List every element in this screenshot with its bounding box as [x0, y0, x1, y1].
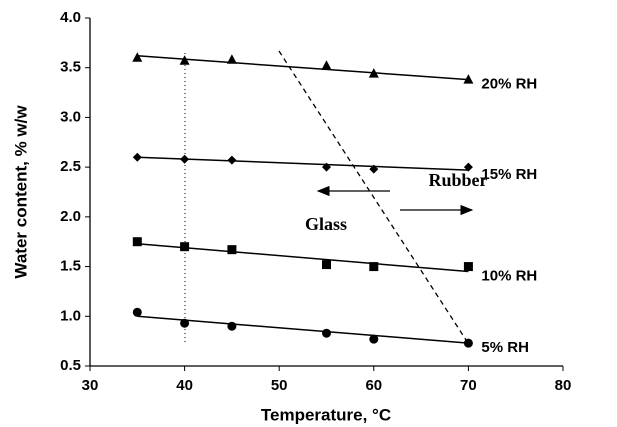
- annotation: Glass: [305, 214, 347, 234]
- y-axis-label: Water content, % w/w: [11, 105, 30, 279]
- point: [321, 60, 332, 70]
- point: [368, 68, 379, 78]
- y-tick-label: 0.5: [60, 357, 81, 374]
- annotation: Rubber: [428, 170, 487, 190]
- x-tick-label: 40: [176, 377, 193, 394]
- point: [322, 260, 331, 270]
- trend-line: [137, 242, 469, 273]
- series-label: 20% RH: [481, 76, 537, 93]
- y-tick-label: 2.5: [60, 158, 81, 175]
- point: [463, 338, 473, 348]
- point: [180, 154, 190, 164]
- point: [463, 262, 473, 272]
- series-label: 15% RH: [481, 166, 537, 183]
- point: [227, 155, 237, 165]
- trend-line: [137, 315, 469, 344]
- x-tick-label: 80: [555, 377, 572, 394]
- point: [369, 164, 379, 174]
- point: [463, 74, 474, 84]
- point: [322, 162, 331, 172]
- point: [132, 307, 142, 317]
- glass-transition-line: [278, 50, 469, 344]
- x-tick-label: 60: [365, 377, 382, 394]
- y-tick-label: 3.5: [60, 59, 81, 76]
- trend-line: [137, 156, 469, 171]
- point: [226, 54, 237, 64]
- trend-line: [137, 55, 469, 81]
- point: [369, 262, 379, 272]
- series-label: 5% RH: [481, 339, 529, 356]
- y-tick-label: 3.0: [60, 108, 81, 125]
- point: [179, 55, 190, 65]
- x-axis-label: Temperature, °C: [261, 405, 391, 424]
- y-tick-label: 1.5: [60, 258, 81, 275]
- x-tick-label: 50: [271, 377, 288, 394]
- y-tick-label: 1.0: [60, 307, 81, 324]
- point: [322, 328, 331, 338]
- point: [132, 52, 143, 62]
- point: [463, 162, 473, 172]
- point: [132, 237, 142, 247]
- point: [227, 245, 237, 255]
- point: [369, 334, 379, 344]
- x-tick-label: 70: [460, 377, 477, 394]
- series-label: 10% RH: [481, 268, 537, 285]
- point: [227, 321, 237, 331]
- x-tick-label: 30: [82, 377, 99, 394]
- y-tick-label: 2.0: [60, 208, 81, 225]
- y-tick-label: 4.0: [60, 9, 81, 26]
- point: [132, 152, 142, 162]
- point: [180, 242, 190, 252]
- point: [180, 318, 190, 328]
